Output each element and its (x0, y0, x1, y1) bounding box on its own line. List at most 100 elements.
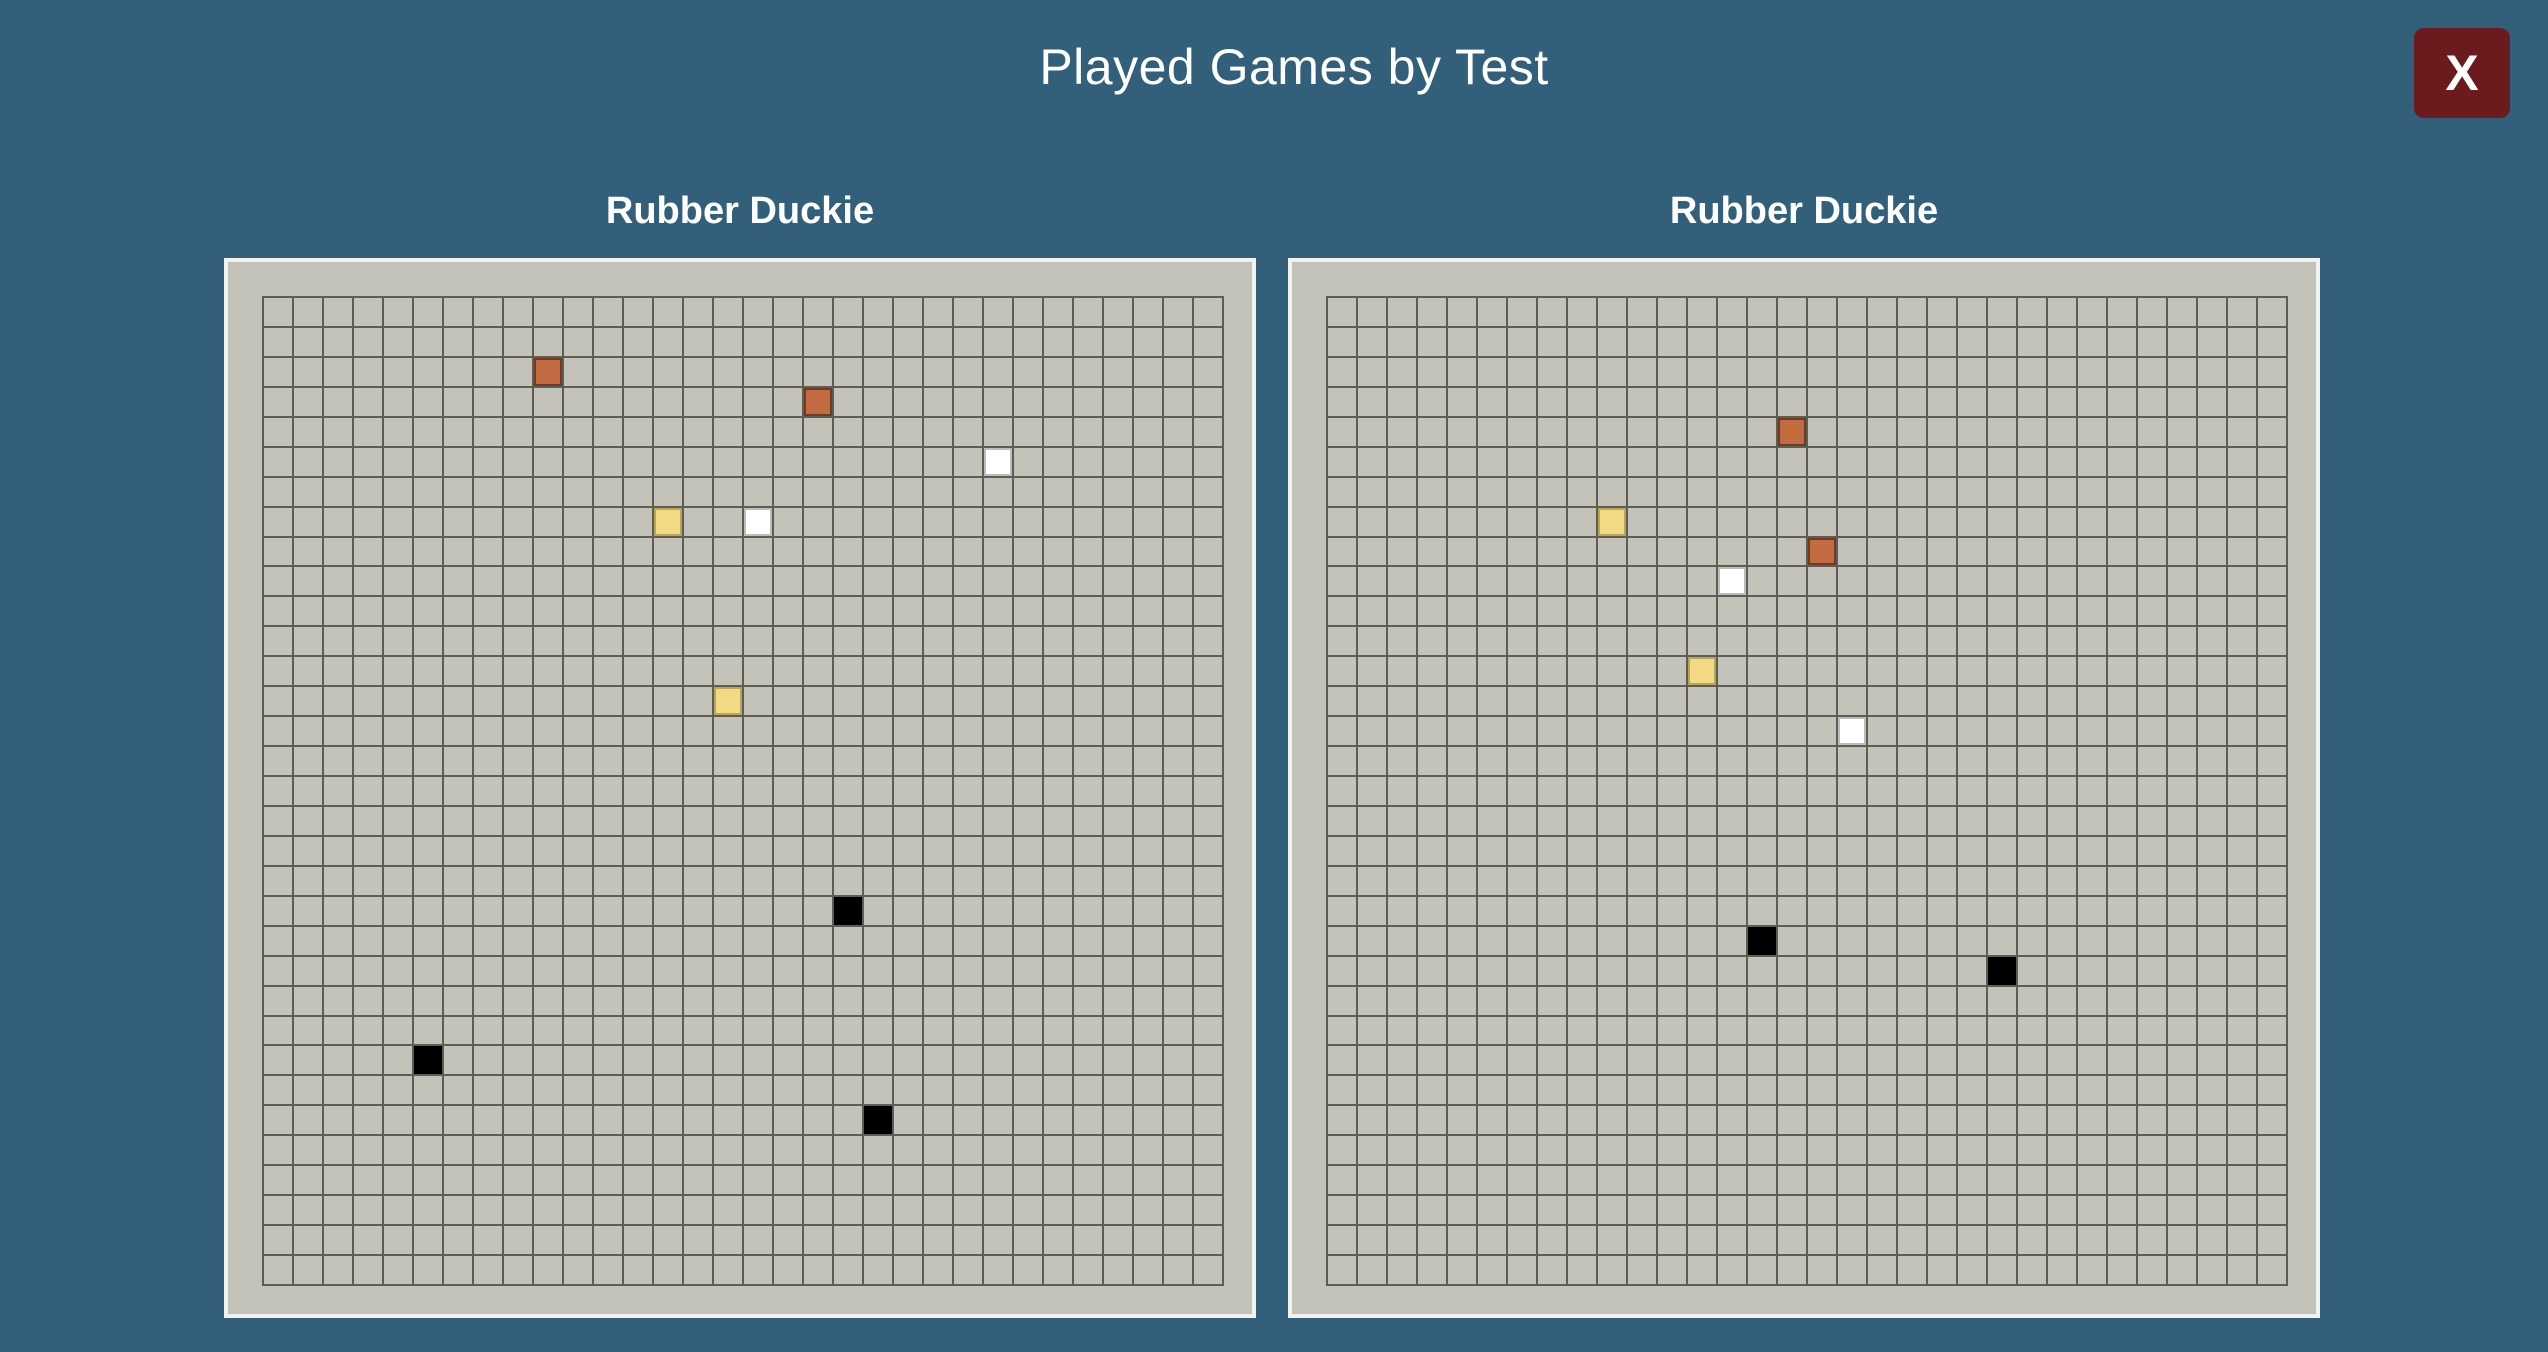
board-cell (1718, 777, 1746, 805)
board-cell (1808, 597, 1836, 626)
board-cell (1478, 747, 1506, 776)
board-cell (1448, 866, 1476, 895)
board-cell (1838, 777, 1866, 805)
board-cell (1508, 717, 1536, 746)
board-cell (2078, 836, 2106, 865)
board-cell (1508, 1076, 1536, 1105)
board-cell (2018, 926, 2046, 955)
board-cell (1134, 777, 1162, 805)
board-cell (534, 866, 562, 895)
board-cell (1074, 657, 1102, 686)
board-cell (2258, 537, 2286, 566)
board-cell (894, 1016, 922, 1045)
board-cell (1538, 627, 1566, 656)
board-cell (444, 687, 472, 716)
board-cell (2228, 387, 2256, 416)
board-cell (834, 1166, 862, 1195)
board-cell (744, 687, 772, 716)
board-cell (1388, 567, 1416, 596)
board-cell (954, 926, 982, 955)
board-cell (264, 327, 292, 356)
board-cell (1044, 1076, 1072, 1105)
board-cell (774, 1136, 802, 1165)
board-cell (294, 477, 322, 506)
board-cell (1134, 747, 1162, 776)
board-cell (684, 717, 712, 746)
board-cell (1044, 477, 1072, 506)
board-cell (534, 1106, 562, 1135)
board-cell (1328, 1106, 1356, 1135)
board-cell (1478, 896, 1506, 925)
board-cell (264, 1226, 292, 1255)
board-cell (834, 298, 862, 326)
board-cell (1164, 657, 1192, 686)
board-cell (2258, 986, 2286, 1015)
board-cell (924, 687, 952, 716)
board-cell (1838, 298, 1866, 326)
board-cell (324, 926, 352, 955)
board-cell (1898, 806, 1926, 835)
board-cell (1538, 477, 1566, 506)
board-cell (714, 417, 742, 446)
board-cell (1448, 896, 1476, 925)
board-cell (1478, 657, 1506, 686)
board-cell (384, 896, 412, 925)
board-cell (444, 717, 472, 746)
board-cell (2108, 717, 2136, 746)
board-cell (1658, 896, 1686, 925)
board-cell (1988, 806, 2016, 835)
board-cell (264, 687, 292, 716)
board-cell (2108, 926, 2136, 955)
board-cell (1808, 866, 1836, 895)
board-cell (264, 447, 292, 476)
board-cell (474, 1016, 502, 1045)
board-cell (2048, 1106, 2076, 1135)
board-cell (1688, 926, 1716, 955)
board-cell (594, 747, 622, 776)
board-cell (744, 1106, 772, 1135)
board-cell (2018, 836, 2046, 865)
board-cell (2108, 1016, 2136, 1045)
board-cell (2258, 956, 2286, 985)
board-cell (804, 896, 832, 925)
board-cell (744, 1256, 772, 1284)
board-cell (864, 327, 892, 356)
board-cell (744, 627, 772, 656)
board-cell (894, 986, 922, 1015)
board-cell (264, 597, 292, 626)
board-cell (924, 537, 952, 566)
board-cell (1628, 747, 1656, 776)
board-cell (1868, 387, 1896, 416)
board-cell (1478, 1196, 1506, 1225)
board-cell (1598, 447, 1626, 476)
board-cell (1808, 357, 1836, 386)
close-button[interactable]: X (2414, 28, 2510, 118)
board-cell (1808, 657, 1836, 686)
board-cell (1928, 657, 1956, 686)
stone-white (984, 447, 1012, 476)
board-cell (1838, 836, 1866, 865)
board-cell (1748, 327, 1776, 356)
board-cell (894, 298, 922, 326)
board-cell (834, 1136, 862, 1165)
board-cell (2108, 1196, 2136, 1225)
board-cell (1508, 537, 1536, 566)
board-cell (1778, 986, 1806, 1015)
board-cell (294, 836, 322, 865)
board-cell (1658, 986, 1686, 1015)
board-cell (1598, 657, 1626, 686)
board-cell (1658, 866, 1686, 895)
board-cell (474, 1046, 502, 1075)
board-cell (1808, 1196, 1836, 1225)
board-cell (834, 1196, 862, 1225)
board-cell (534, 1196, 562, 1225)
board-cell (1868, 1256, 1896, 1284)
board-cell (2018, 507, 2046, 536)
board-cell (1778, 1166, 1806, 1195)
board-cell (294, 1016, 322, 1045)
board-cell (594, 926, 622, 955)
board-cell (954, 597, 982, 626)
board-cell (504, 896, 532, 925)
board-cell (2168, 1196, 2196, 1225)
board-cell (1164, 387, 1192, 416)
